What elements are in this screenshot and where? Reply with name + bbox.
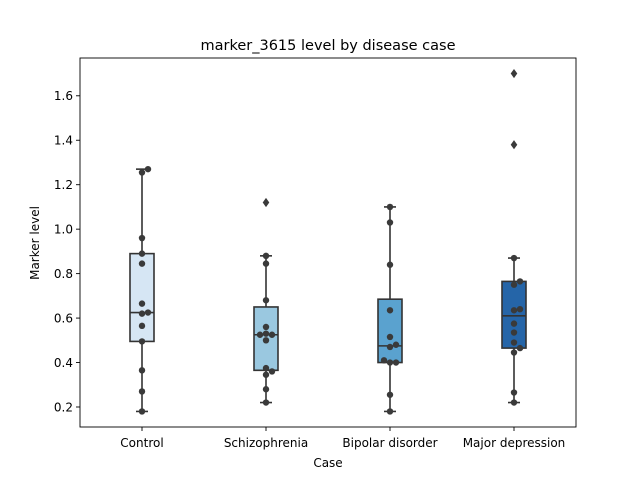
data-point — [392, 359, 400, 366]
data-point — [262, 371, 270, 378]
data-point — [262, 386, 270, 393]
data-point — [386, 261, 394, 268]
box-group — [253, 197, 279, 406]
data-point — [516, 305, 524, 313]
data-point — [386, 307, 394, 314]
data-point — [262, 323, 270, 331]
box-iqr — [501, 280, 527, 349]
data-point — [380, 357, 388, 364]
data-point — [138, 367, 146, 374]
data-point — [256, 331, 264, 338]
data-point — [138, 300, 146, 307]
data-point — [510, 307, 518, 314]
data-point — [386, 203, 394, 211]
data-point — [262, 252, 270, 260]
plot-area — [129, 68, 527, 415]
x-axis-label: Case — [313, 456, 342, 470]
data-point — [510, 389, 518, 396]
y-tick-label: 1.6 — [54, 89, 73, 103]
data-point — [138, 322, 146, 330]
data-point — [262, 399, 270, 406]
x-tick-label: Major depression — [463, 436, 566, 450]
data-point — [262, 337, 270, 344]
data-point — [510, 399, 518, 406]
data-point — [392, 341, 400, 348]
y-tick-label: 1.0 — [54, 222, 73, 236]
outlier-marker — [510, 68, 518, 79]
axes-frame — [79, 57, 577, 428]
data-point — [510, 329, 518, 336]
data-point — [386, 219, 394, 226]
y-tick-label: 1.4 — [54, 134, 73, 148]
x-tick-label: Bipolar disorder — [342, 436, 437, 450]
y-tick-label: 0.4 — [54, 356, 73, 370]
data-point — [268, 331, 276, 338]
y-axis: 0.2 0.4 0.6 0.8 1.0 1.2 1.4 1.6 — [54, 89, 80, 414]
data-point — [262, 260, 270, 267]
data-point — [386, 408, 394, 415]
data-point — [510, 320, 518, 327]
x-axis: Control Schizophrenia Bipolar disorder Majo… — [120, 427, 565, 450]
data-point — [510, 339, 518, 346]
data-point — [510, 281, 518, 288]
box-group — [377, 203, 403, 415]
data-point — [138, 310, 146, 317]
data-point — [138, 408, 146, 415]
data-point — [138, 388, 146, 395]
data-point — [138, 169, 146, 176]
y-tick-label: 0.2 — [54, 400, 73, 414]
y-tick-label: 0.8 — [54, 267, 73, 281]
data-point — [262, 364, 270, 372]
data-point — [516, 344, 524, 352]
outlier-marker — [510, 140, 518, 150]
data-point — [386, 391, 394, 398]
box-group — [501, 68, 527, 406]
data-point — [144, 309, 152, 316]
data-point — [262, 330, 270, 337]
data-point — [268, 368, 276, 375]
data-point — [138, 260, 146, 267]
y-tick-label: 0.6 — [54, 311, 73, 325]
x-tick-label: Control — [120, 436, 163, 450]
data-point — [144, 165, 152, 173]
data-point — [510, 254, 518, 262]
data-point — [510, 349, 518, 356]
data-point — [386, 333, 394, 341]
y-axis-label: Marker level — [28, 206, 42, 280]
data-point — [386, 359, 394, 366]
data-point — [138, 234, 146, 242]
data-point — [138, 250, 146, 257]
data-point — [386, 343, 394, 351]
y-tick-label: 1.2 — [54, 178, 73, 192]
data-point — [138, 338, 146, 345]
box-group — [129, 165, 155, 415]
x-tick-label: Schizophrenia — [224, 436, 308, 450]
data-point — [262, 297, 270, 304]
chart-title: marker_3615 level by disease case — [201, 38, 456, 54]
outlier-marker — [262, 197, 270, 208]
data-point — [516, 278, 524, 285]
